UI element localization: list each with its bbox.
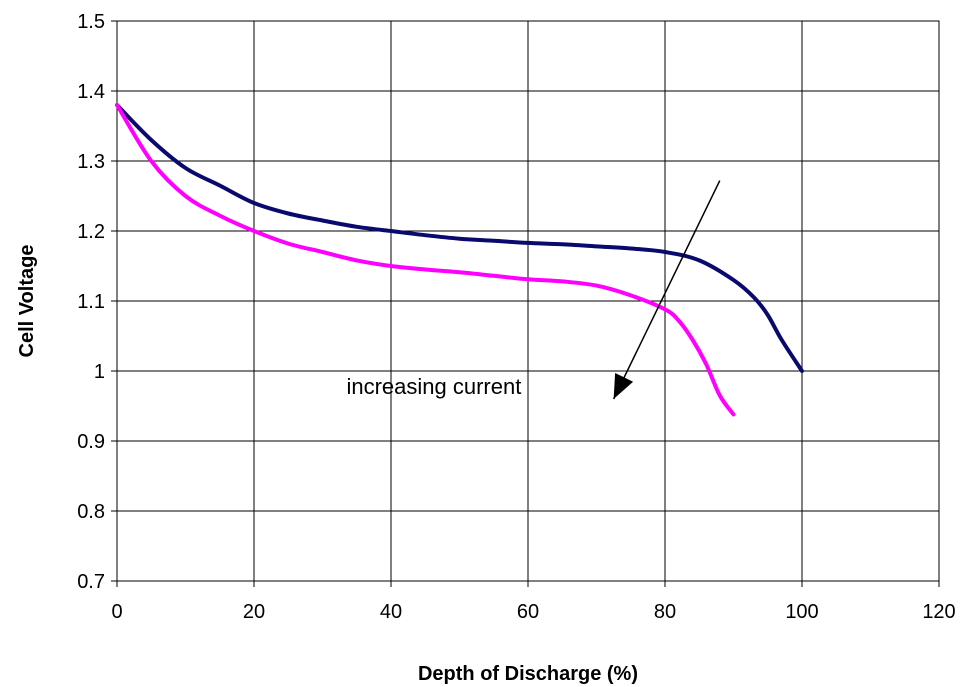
y-tick-label: 0.8	[77, 501, 105, 523]
y-tick-label: 1	[94, 361, 105, 383]
gridlines	[117, 21, 939, 581]
y-tick-label: 1.3	[77, 151, 105, 173]
annotation-arrow	[612, 180, 721, 400]
series-line-1	[115, 103, 804, 373]
x-tick-label: 80	[654, 601, 676, 623]
x-tick-label: 20	[243, 601, 265, 623]
x-tick-label: 120	[922, 601, 955, 623]
series-group	[115, 103, 804, 417]
x-tick-label: 60	[517, 601, 539, 623]
y-tick-label: 1.2	[77, 221, 105, 243]
annotation-arrowhead	[613, 373, 634, 399]
annotations: increasing current	[346, 180, 721, 400]
y-tick-label: 0.9	[77, 431, 105, 453]
x-axis-title: Depth of Discharge (%)	[418, 663, 638, 685]
series-line-2	[115, 103, 736, 417]
y-axis-title: Cell Voltage	[16, 245, 38, 358]
x-tick-label: 100	[785, 601, 818, 623]
x-tick-label: 40	[380, 601, 402, 623]
y-tick-label: 1.5	[77, 11, 105, 33]
annotation-label: increasing current	[346, 374, 521, 399]
y-tick-label: 1.1	[77, 291, 105, 313]
axes: 0 20 40 60 80 100 120 0.7 0.8 0.9 1 1.1 1.2 1.3 1.4 1.5	[77, 11, 956, 623]
y-tick-label: 1.4	[77, 81, 105, 103]
y-tick-label: 0.7	[77, 571, 105, 593]
x-tick-label: 0	[111, 601, 122, 623]
